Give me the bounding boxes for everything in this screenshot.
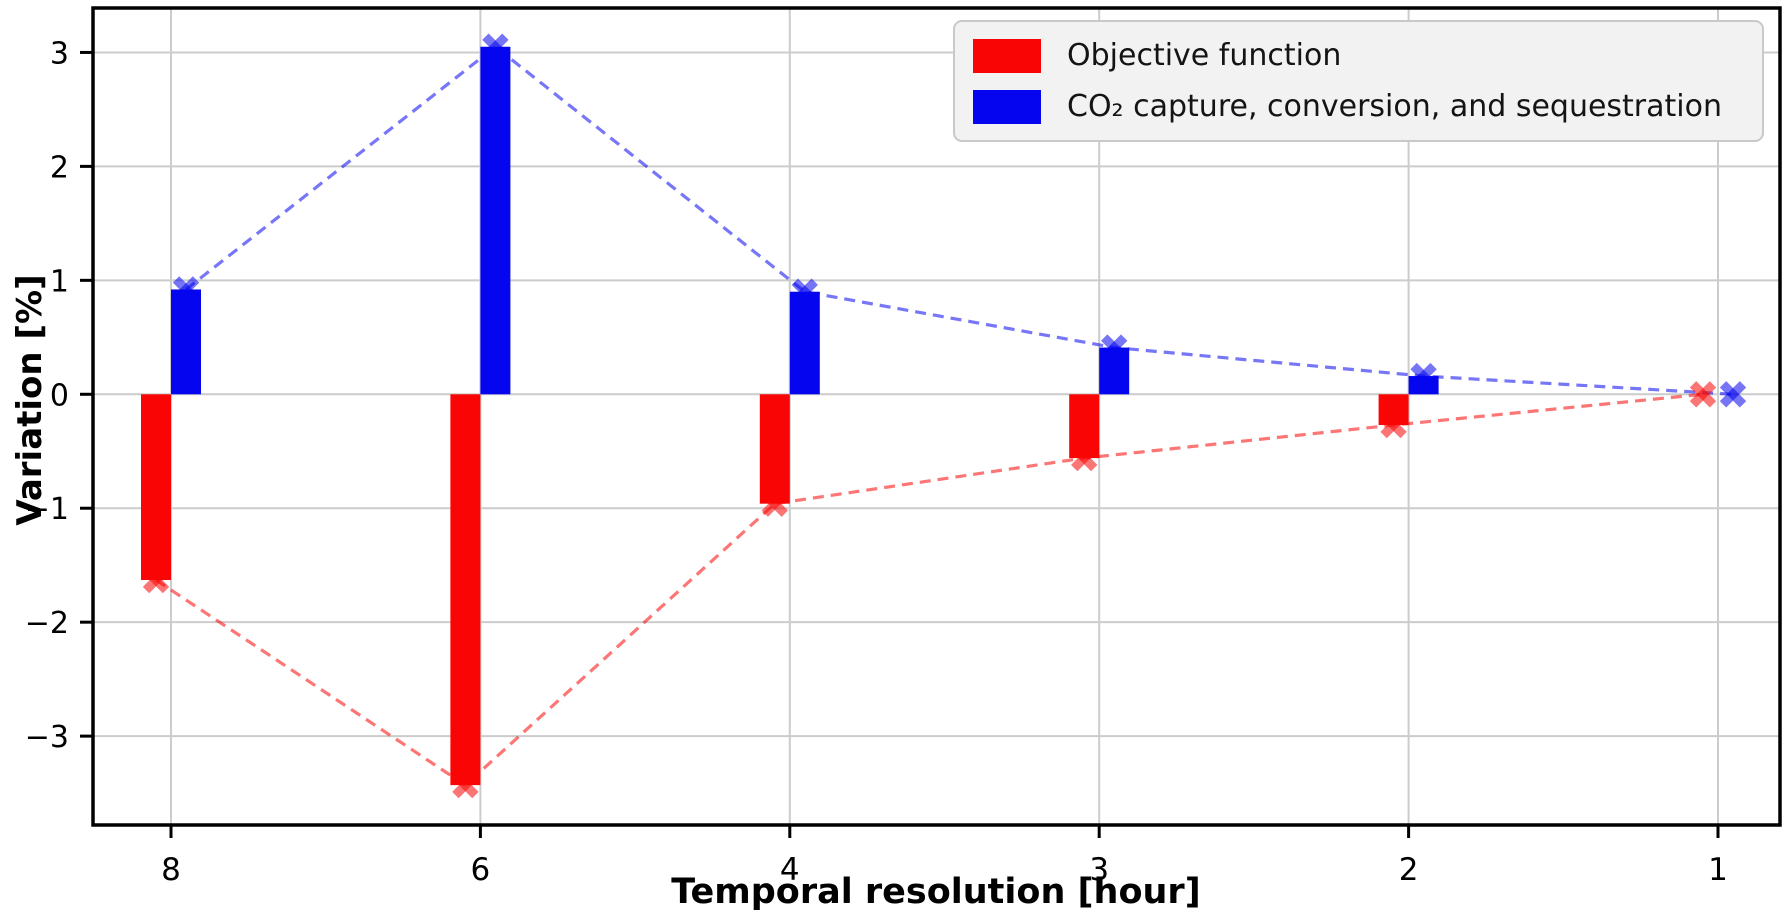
bar-co2-8h bbox=[171, 289, 201, 395]
y-tick-label-3: 3 bbox=[50, 36, 69, 71]
marker-objective-3h bbox=[1071, 444, 1098, 472]
y-tick-label--2: −2 bbox=[25, 606, 69, 641]
bar-objective-3h bbox=[1069, 394, 1100, 459]
x-tick-label-3: 3 bbox=[1089, 852, 1109, 888]
x-tick-label-1: 1 bbox=[1708, 852, 1728, 888]
legend-item-objective: Objective function bbox=[973, 38, 1744, 73]
legend-label-objective: Objective function bbox=[1067, 38, 1342, 73]
y-tick-label-1: 1 bbox=[50, 264, 69, 299]
plot-border bbox=[91, 6, 1782, 827]
legend-label-co2: CO₂ capture, conversion, and sequestrati… bbox=[1067, 89, 1722, 124]
marker-objective-8h bbox=[142, 566, 170, 594]
y-tick-label-2: 2 bbox=[50, 150, 69, 185]
x-tick-label-2: 2 bbox=[1399, 852, 1419, 888]
x-tick-label-8: 8 bbox=[161, 852, 181, 888]
x-axis-title: Temporal resolution [hour] bbox=[671, 872, 1201, 912]
marker-co2-2h bbox=[1410, 362, 1437, 390]
trend-line-objective bbox=[155, 392, 1704, 788]
bar-objective-6h bbox=[450, 394, 481, 786]
marker-co2-4h bbox=[791, 278, 818, 305]
marker-co2-3h bbox=[1101, 334, 1128, 361]
marker-objective-2h bbox=[1380, 411, 1407, 439]
x-tick-label-6: 6 bbox=[471, 852, 491, 888]
bar-co2-6h bbox=[480, 46, 511, 395]
x-tick-label-4: 4 bbox=[780, 852, 800, 888]
legend-swatch-red bbox=[973, 38, 1041, 73]
marker-objective-6h bbox=[452, 771, 479, 799]
trend-line-co2 bbox=[185, 44, 1734, 396]
marker-objective-1h bbox=[1689, 381, 1717, 408]
legend-swatch-blue bbox=[973, 89, 1041, 124]
marker-objective-4h bbox=[761, 490, 788, 517]
bar-objective-4h bbox=[759, 394, 790, 504]
y-tick-label--3: −3 bbox=[25, 720, 69, 755]
marker-co2-1h bbox=[1719, 381, 1747, 408]
marker-co2-8h bbox=[172, 276, 200, 303]
legend: Objective function CO₂ capture, conversi… bbox=[953, 20, 1764, 142]
marker-co2-6h bbox=[482, 33, 509, 60]
y-axis-title: Variation [%] bbox=[10, 274, 50, 526]
bar-co2-4h bbox=[789, 291, 820, 395]
legend-item-co2: CO₂ capture, conversion, and sequestrati… bbox=[973, 89, 1744, 124]
y-tick-label--1: −1 bbox=[25, 492, 69, 527]
bar-objective-8h bbox=[141, 394, 171, 581]
y-tick-label-0: 0 bbox=[50, 378, 69, 413]
